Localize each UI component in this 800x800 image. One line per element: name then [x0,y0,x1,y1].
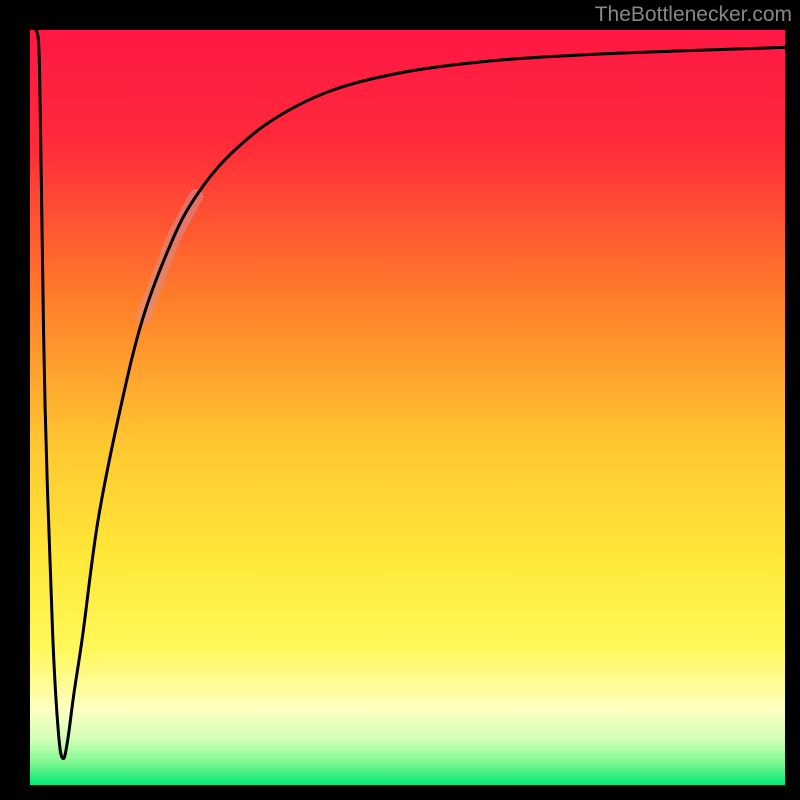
plot-area [30,30,785,785]
curve-line [36,30,785,759]
curve-layer [30,30,785,785]
chart-container: TheBottlenecker.com [0,0,800,800]
watermark-text: TheBottlenecker.com [595,3,792,27]
curve-highlight [143,196,196,317]
